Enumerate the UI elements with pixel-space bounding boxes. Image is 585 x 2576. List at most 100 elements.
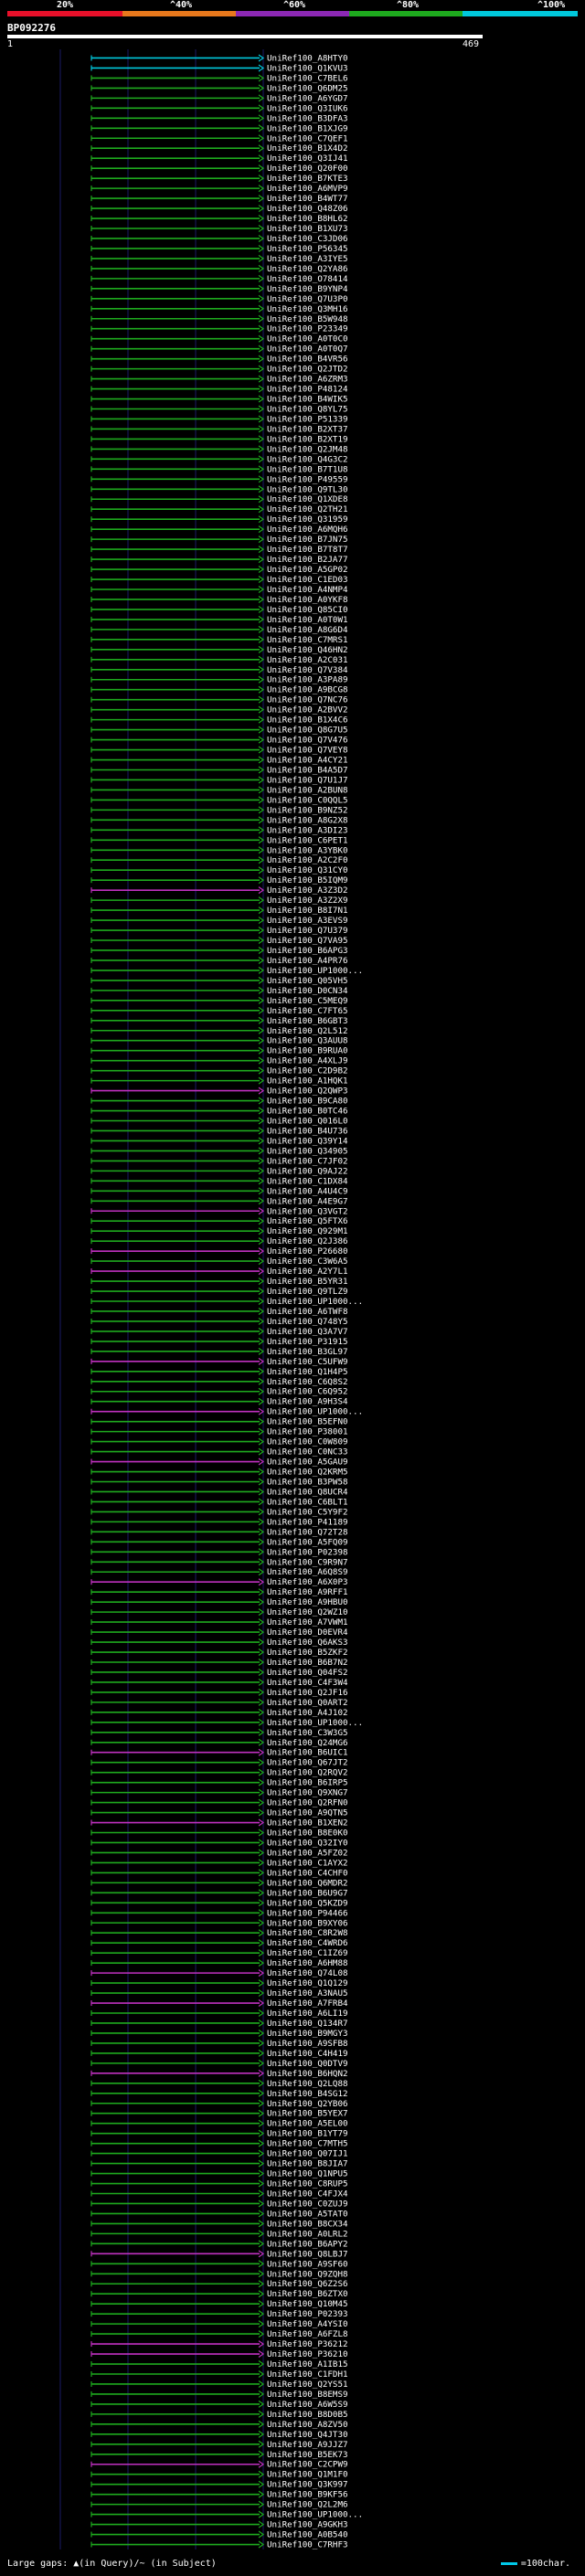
hit-label[interactable]: UniRef100_A3Z3D2 bbox=[267, 885, 348, 896]
hit-label[interactable]: UniRef100_A6FZL8 bbox=[267, 2329, 348, 2339]
hit-label[interactable]: UniRef100_B1XU73 bbox=[267, 224, 348, 234]
hit-label[interactable]: UniRef100_C0QQL5 bbox=[267, 795, 348, 805]
hit-label[interactable]: UniRef100_Q48Z06 bbox=[267, 204, 348, 214]
hit-label[interactable]: UniRef100_Q3A7V7 bbox=[267, 1327, 348, 1337]
hit-label[interactable]: UniRef100_A5FZ02 bbox=[267, 1848, 348, 1858]
hit-label[interactable]: UniRef100_P26680 bbox=[267, 1246, 348, 1256]
hit-label[interactable]: UniRef100_A6X0P3 bbox=[267, 1577, 348, 1587]
hit-label[interactable]: UniRef100_B8EMS9 bbox=[267, 2390, 348, 2400]
hit-label[interactable]: UniRef100_C7QEF1 bbox=[267, 133, 348, 143]
hit-label[interactable]: UniRef100_A0T0W1 bbox=[267, 615, 348, 625]
hit-label[interactable]: UniRef100_Q2JF16 bbox=[267, 1688, 348, 1698]
hit-label[interactable]: UniRef100_Q2YA86 bbox=[267, 264, 348, 274]
hit-label[interactable]: UniRef100_A6YGD7 bbox=[267, 93, 348, 103]
hit-label[interactable]: UniRef100_Q2JTD2 bbox=[267, 365, 348, 375]
hit-label[interactable]: UniRef100_Q31959 bbox=[267, 514, 348, 525]
hit-label[interactable]: UniRef100_A6ZRM3 bbox=[267, 375, 348, 385]
hit-label[interactable]: UniRef100_C4CHF0 bbox=[267, 1868, 348, 1878]
hit-label[interactable]: UniRef100_Q7VEY8 bbox=[267, 746, 348, 756]
hit-label[interactable]: UniRef100_B6UIC1 bbox=[267, 1748, 348, 1758]
hit-label[interactable]: UniRef100_Q6AKS3 bbox=[267, 1638, 348, 1648]
hit-label[interactable]: UniRef100_C2CPW9 bbox=[267, 2460, 348, 2470]
hit-label[interactable]: UniRef100_P48124 bbox=[267, 385, 348, 395]
hit-label[interactable]: UniRef100_A7FRB4 bbox=[267, 1998, 348, 2009]
hit-label[interactable]: UniRef100_Q2KRM5 bbox=[267, 1468, 348, 1478]
hit-label[interactable]: UniRef100_A9H3S4 bbox=[267, 1397, 348, 1407]
hit-label[interactable]: UniRef100_Q2JM48 bbox=[267, 444, 348, 454]
hit-label[interactable]: UniRef100_A0B540 bbox=[267, 2530, 348, 2540]
hit-label[interactable]: UniRef100_Q0DTV9 bbox=[267, 2059, 348, 2069]
hit-label[interactable]: UniRef100_Q3IJ41 bbox=[267, 154, 348, 164]
hit-label[interactable]: UniRef100_A1IB15 bbox=[267, 2359, 348, 2369]
hit-label[interactable]: UniRef100_Q7U1J7 bbox=[267, 775, 348, 785]
hit-label[interactable]: UniRef100_P23349 bbox=[267, 324, 348, 334]
hit-label[interactable]: UniRef100_A8G2X8 bbox=[267, 815, 348, 825]
hit-label[interactable]: UniRef100_A9BCG8 bbox=[267, 685, 348, 695]
hit-label[interactable]: UniRef100_A3IYE5 bbox=[267, 254, 348, 264]
hit-label[interactable]: UniRef100_Q7U379 bbox=[267, 926, 348, 936]
hit-label[interactable]: UniRef100_C6PET1 bbox=[267, 835, 348, 845]
hit-label[interactable]: UniRef100_B7JN75 bbox=[267, 535, 348, 545]
hit-label[interactable]: UniRef100_Q34905 bbox=[267, 1146, 348, 1156]
hit-label[interactable]: UniRef100_A6TWF8 bbox=[267, 1307, 348, 1317]
hit-label[interactable]: UniRef100_A6Q8S9 bbox=[267, 1567, 348, 1577]
hit-label[interactable]: UniRef100_Q3AUU8 bbox=[267, 1036, 348, 1046]
hit-label[interactable]: UniRef100_A4CY21 bbox=[267, 756, 348, 766]
hit-label[interactable]: UniRef100_C0NC33 bbox=[267, 1447, 348, 1458]
hit-label[interactable]: UniRef100_B0TC46 bbox=[267, 1107, 348, 1117]
hit-label[interactable]: UniRef100_A4PR76 bbox=[267, 956, 348, 966]
hit-label[interactable]: UniRef100_C5Y9F2 bbox=[267, 1507, 348, 1517]
hit-label[interactable]: UniRef100_C2D9B2 bbox=[267, 1066, 348, 1076]
hit-label[interactable]: UniRef100_B7T1U8 bbox=[267, 464, 348, 474]
hit-label[interactable]: UniRef100_A4U4C9 bbox=[267, 1186, 348, 1196]
hit-label[interactable]: UniRef100_Q2YB06 bbox=[267, 2099, 348, 2109]
hit-label[interactable]: UniRef100_C6Q952 bbox=[267, 1387, 348, 1397]
hit-label[interactable]: UniRef100_B3GL97 bbox=[267, 1347, 348, 1357]
hit-label[interactable]: UniRef100_Q9XNG7 bbox=[267, 1788, 348, 1798]
hit-label[interactable]: UniRef100_C1FDH1 bbox=[267, 2369, 348, 2380]
hit-label[interactable]: UniRef100_A5GP02 bbox=[267, 565, 348, 575]
hit-label[interactable]: UniRef100_Q8LBJ7 bbox=[267, 2249, 348, 2259]
hit-label[interactable]: UniRef100_Q39Y14 bbox=[267, 1136, 348, 1146]
hit-label[interactable]: UniRef100_B6U9G7 bbox=[267, 1888, 348, 1898]
hit-label[interactable]: UniRef100_A6HM88 bbox=[267, 1958, 348, 1968]
hit-label[interactable]: UniRef100_C3W6A5 bbox=[267, 1256, 348, 1267]
hit-label[interactable]: UniRef100_A2C031 bbox=[267, 655, 348, 665]
hit-label[interactable]: UniRef100_B9NZ52 bbox=[267, 805, 348, 815]
hit-label[interactable]: UniRef100_C4FJX4 bbox=[267, 2189, 348, 2199]
hit-label[interactable]: UniRef100_C4H419 bbox=[267, 2049, 348, 2059]
hit-label[interactable]: UniRef100_C0ZUJ9 bbox=[267, 2199, 348, 2209]
hit-label[interactable]: UniRef100_Q2QWP3 bbox=[267, 1087, 348, 1097]
hit-label[interactable]: UniRef100_A3EVS9 bbox=[267, 916, 348, 926]
hit-label[interactable]: UniRef100_Q9TLZ9 bbox=[267, 1287, 348, 1297]
hit-label[interactable]: UniRef100_B5EFN0 bbox=[267, 1417, 348, 1427]
hit-label[interactable]: UniRef100_D0CN34 bbox=[267, 986, 348, 996]
hit-label[interactable]: UniRef100_C3JD06 bbox=[267, 234, 348, 244]
hit-label[interactable]: UniRef100_Q3MH16 bbox=[267, 304, 348, 314]
hit-label[interactable]: UniRef100_A6MVP9 bbox=[267, 184, 348, 194]
hit-label[interactable]: UniRef100_C1ED03 bbox=[267, 575, 348, 585]
hit-label[interactable]: UniRef100_B9YNP4 bbox=[267, 284, 348, 294]
hit-label[interactable]: UniRef100_B4VR56 bbox=[267, 355, 348, 365]
hit-label[interactable]: UniRef100_C5MEQ9 bbox=[267, 996, 348, 1006]
hit-label[interactable]: UniRef100_Q20F00 bbox=[267, 164, 348, 174]
hit-label[interactable]: UniRef100_A5TAT0 bbox=[267, 2209, 348, 2219]
hit-label[interactable]: UniRef100_P02393 bbox=[267, 2309, 348, 2319]
hit-label[interactable]: UniRef100_Q7V476 bbox=[267, 736, 348, 746]
hit-label[interactable]: UniRef100_B7KTE3 bbox=[267, 174, 348, 184]
hit-label[interactable]: UniRef100_A8ZV50 bbox=[267, 2420, 348, 2430]
hit-label[interactable]: UniRef100_C9R9N7 bbox=[267, 1557, 348, 1567]
hit-label[interactable]: UniRef100_Q7V384 bbox=[267, 665, 348, 675]
hit-label[interactable]: UniRef100_C7MRS1 bbox=[267, 635, 348, 645]
hit-label[interactable]: UniRef100_A4J102 bbox=[267, 1708, 348, 1718]
hit-label[interactable]: UniRef100_B5W948 bbox=[267, 314, 348, 324]
hit-label[interactable]: UniRef100_B6IRP5 bbox=[267, 1778, 348, 1788]
hit-label[interactable]: UniRef100_A3PA89 bbox=[267, 675, 348, 685]
hit-label[interactable]: UniRef100_A9HBU0 bbox=[267, 1597, 348, 1607]
hit-label[interactable]: UniRef100_Q07IJ1 bbox=[267, 2149, 348, 2159]
hit-label[interactable]: UniRef100_Q2L2M6 bbox=[267, 2500, 348, 2510]
hit-label[interactable]: UniRef100_P31915 bbox=[267, 1337, 348, 1347]
hit-label[interactable]: UniRef100_A2BUN8 bbox=[267, 785, 348, 795]
hit-label[interactable]: UniRef100_Q10M45 bbox=[267, 2299, 348, 2309]
hit-label[interactable]: UniRef100_Q0ART2 bbox=[267, 1698, 348, 1708]
